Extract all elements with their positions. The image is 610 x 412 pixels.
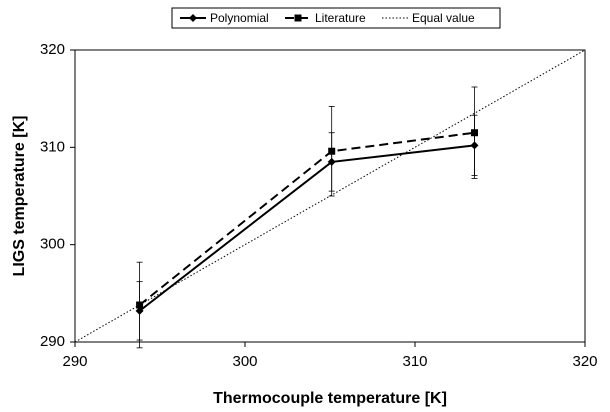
y-tick-label: 310 <box>40 138 65 155</box>
y-tick-label: 300 <box>40 236 65 253</box>
legend-label: Polynomial <box>210 11 269 25</box>
x-tick-label: 320 <box>572 353 597 370</box>
x-tick-label: 290 <box>62 353 87 370</box>
x-tick-label: 310 <box>402 353 427 370</box>
y-tick-label: 320 <box>40 41 65 58</box>
series-line <box>138 131 475 306</box>
legend-label: Literature <box>315 11 366 25</box>
x-tick-label: 300 <box>232 353 257 370</box>
legend-label: Equal value <box>412 11 475 25</box>
y-axis-title: LIGS temperature [K] <box>11 116 28 277</box>
x-axis-title: Thermocouple temperature [K] <box>213 390 447 407</box>
y-tick-label: 290 <box>40 333 65 350</box>
legend-box <box>171 7 501 29</box>
marker <box>328 147 336 155</box>
marker <box>471 129 478 137</box>
legend-marker <box>189 14 197 22</box>
legend-marker <box>294 14 302 22</box>
plot-frame <box>74 49 586 343</box>
